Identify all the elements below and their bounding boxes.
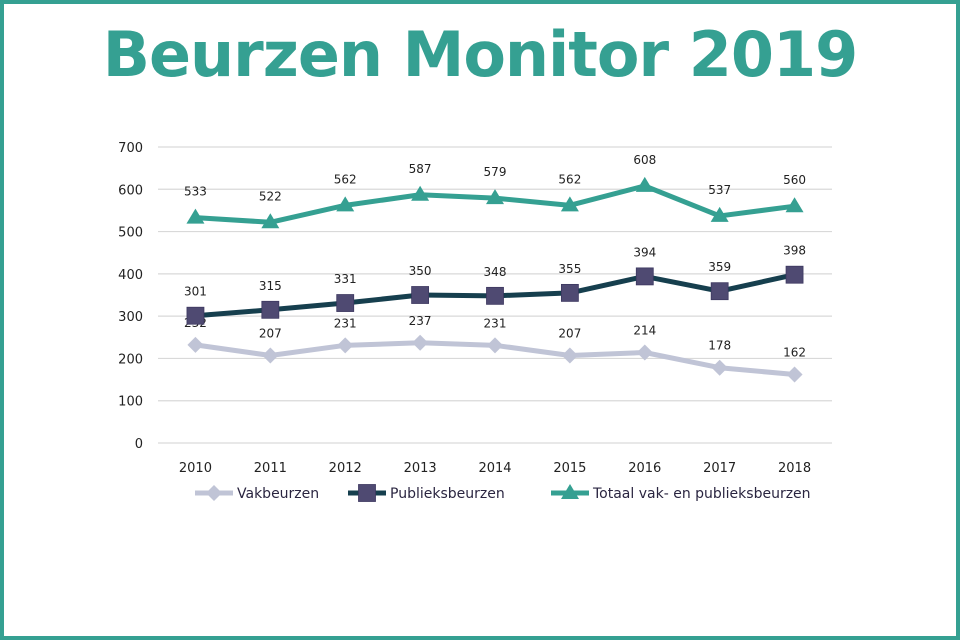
legend-label: Vakbeurzen [237, 486, 319, 502]
data-label: 350 [409, 264, 432, 278]
data-label: 207 [259, 326, 282, 340]
data-label: 207 [558, 326, 581, 340]
data-label: 560 [783, 173, 806, 187]
data-point-marker [262, 347, 279, 364]
y-tick-label: 400 [118, 268, 143, 283]
data-point-marker [187, 336, 204, 353]
data-label: 331 [334, 272, 357, 286]
series-totaal-vak-en-publieksbeurzen: 533 522 562 587 579 562 608 537 560 [184, 153, 806, 229]
y-tick-label: 700 [118, 141, 143, 156]
data-label: 315 [259, 279, 282, 293]
data-point-marker [411, 286, 430, 304]
data-point-marker [412, 334, 429, 351]
data-point-marker [561, 347, 578, 364]
data-point-marker [710, 282, 729, 301]
data-point-marker [486, 189, 504, 205]
legend: Vakbeurzen Publieksbeurzen Totaal vak- en … [195, 484, 811, 502]
data-label: 301 [184, 285, 207, 299]
y-axis-ticks: 0 100 200 300 400 500 600 700 [118, 141, 143, 452]
data-label: 608 [633, 153, 656, 167]
data-point-marker [786, 366, 803, 383]
data-label: 522 [259, 189, 282, 203]
y-tick-label: 300 [118, 310, 143, 325]
series-publieksbeurzen: 301 315 331 350 348 355 394 359 398 [184, 244, 806, 325]
y-tick-label: 600 [118, 183, 143, 198]
data-label: 394 [633, 245, 656, 259]
data-label: 533 [184, 185, 207, 199]
data-point-marker [560, 196, 579, 212]
data-point-marker [261, 300, 280, 319]
legend-item: Publieksbeurzen [348, 484, 505, 502]
data-label: 562 [558, 172, 581, 186]
data-label: 562 [334, 172, 357, 186]
data-point-marker [785, 197, 804, 213]
data-point-marker [486, 286, 504, 305]
legend-marker [358, 484, 376, 502]
data-label: 355 [558, 262, 581, 276]
legend-label: Publieksbeurzen [390, 486, 505, 502]
y-tick-label: 500 [118, 226, 143, 241]
x-tick-label: 2012 [329, 461, 362, 476]
data-point-marker [336, 196, 355, 212]
data-label: 237 [409, 314, 432, 328]
page-title: Beurzen Monitor 2019 [102, 18, 859, 91]
data-point-marker [635, 267, 654, 286]
x-tick-label: 2010 [179, 461, 212, 476]
x-axis-ticks: 2010 2011 2012 2013 2014 2015 2016 2017 2018 [179, 461, 811, 476]
data-point-marker [487, 337, 503, 354]
legend-item: Totaal vak- en publieksbeurzen [551, 484, 811, 502]
x-tick-label: 2013 [404, 461, 437, 476]
data-point-marker [635, 176, 654, 192]
legend-label: Totaal vak- en publieksbeurzen [592, 486, 811, 502]
data-point-marker [186, 208, 205, 224]
data-point-marker [560, 283, 579, 302]
data-label: 178 [708, 339, 731, 353]
series-group: 2322072312372312072141781623013153313503… [184, 153, 806, 383]
series-vakbeurzen: 232207231237231207214178162 [184, 314, 806, 383]
data-label: 214 [633, 324, 656, 338]
data-point-marker [186, 306, 205, 325]
legend-marker [206, 485, 222, 501]
data-point-marker [636, 344, 653, 361]
data-point-marker [336, 294, 355, 312]
data-point-marker [337, 337, 354, 354]
data-label: 537 [708, 183, 731, 197]
x-tick-label: 2015 [553, 461, 586, 476]
x-tick-label: 2011 [254, 461, 287, 476]
data-point-marker [411, 185, 430, 201]
data-point-marker [710, 206, 729, 222]
y-tick-label: 200 [118, 352, 143, 367]
x-tick-label: 2018 [778, 461, 811, 476]
data-label: 359 [708, 260, 731, 274]
legend-marker [561, 484, 579, 499]
x-tick-label: 2016 [628, 461, 661, 476]
data-label: 398 [783, 244, 806, 258]
x-tick-label: 2014 [478, 461, 511, 476]
data-label: 231 [334, 316, 357, 330]
data-point-marker [785, 265, 804, 284]
y-tick-label: 0 [135, 437, 143, 452]
legend-item: Vakbeurzen [195, 485, 319, 502]
grid-lines [158, 146, 832, 444]
data-label: 348 [484, 265, 507, 279]
data-point-marker [711, 359, 728, 376]
data-point-marker [261, 213, 280, 229]
data-label: 579 [484, 165, 507, 179]
x-tick-label: 2017 [703, 461, 736, 476]
data-label: 162 [783, 345, 806, 359]
y-tick-label: 100 [118, 395, 143, 410]
data-label: 587 [409, 162, 432, 176]
data-label: 231 [484, 316, 507, 330]
